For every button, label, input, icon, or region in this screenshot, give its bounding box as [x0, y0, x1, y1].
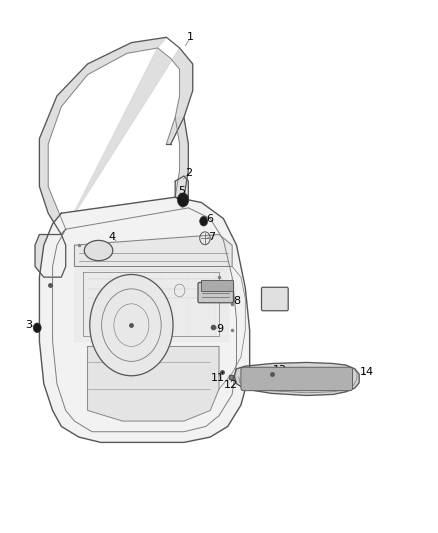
Text: 2: 2 [185, 168, 192, 178]
FancyBboxPatch shape [261, 287, 288, 311]
Text: 1: 1 [187, 33, 194, 42]
Polygon shape [39, 197, 250, 442]
Text: 10: 10 [270, 288, 284, 298]
Polygon shape [234, 362, 359, 395]
Polygon shape [88, 346, 219, 421]
Polygon shape [74, 235, 232, 266]
FancyBboxPatch shape [198, 282, 233, 303]
Text: 4: 4 [108, 232, 115, 242]
Circle shape [177, 193, 189, 207]
Text: 11: 11 [211, 374, 225, 383]
Text: 6: 6 [207, 214, 214, 223]
Text: 7: 7 [208, 232, 215, 241]
Text: 13: 13 [272, 365, 286, 375]
Text: 9: 9 [216, 325, 223, 334]
Circle shape [90, 274, 173, 376]
Polygon shape [74, 266, 228, 341]
Polygon shape [175, 117, 188, 197]
Circle shape [33, 323, 41, 333]
Text: 5: 5 [178, 186, 185, 196]
Text: 12: 12 [224, 380, 238, 390]
Polygon shape [35, 235, 66, 277]
Circle shape [200, 216, 208, 226]
Polygon shape [175, 176, 188, 203]
FancyBboxPatch shape [201, 280, 233, 291]
Ellipse shape [84, 240, 113, 261]
Text: 8: 8 [233, 296, 240, 305]
Polygon shape [39, 37, 193, 235]
Text: 3: 3 [25, 320, 32, 330]
Text: 14: 14 [360, 367, 374, 377]
FancyBboxPatch shape [241, 367, 353, 391]
